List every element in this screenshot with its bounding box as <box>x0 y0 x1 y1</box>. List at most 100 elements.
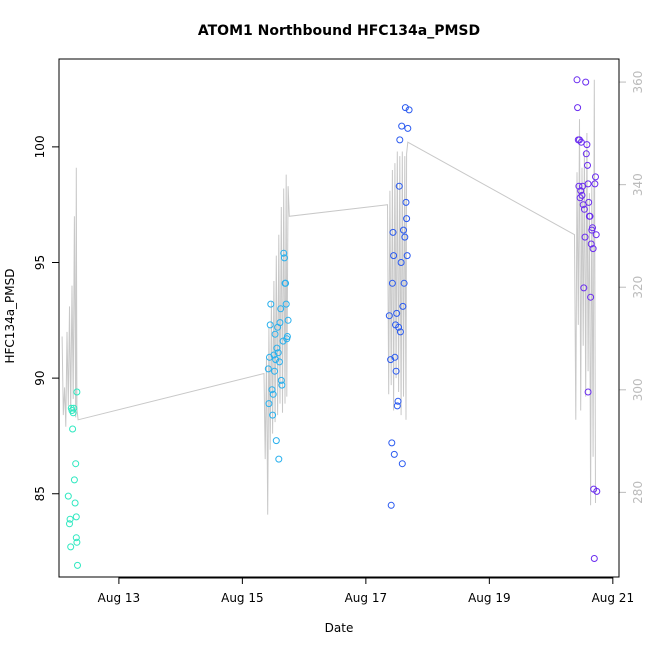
data-point <box>390 450 398 458</box>
plot-frame <box>58 58 620 578</box>
chart-title: ATOM1 Northbound HFC134a_PMSD <box>198 23 480 39</box>
data-point <box>388 439 396 447</box>
x-axis-label: Date <box>325 621 354 635</box>
data-point <box>282 279 290 287</box>
data-point <box>272 437 280 445</box>
data-point <box>403 215 411 223</box>
data-point <box>67 543 75 551</box>
data-point <box>277 376 285 384</box>
data-point <box>269 390 277 398</box>
data-point <box>584 388 592 396</box>
data-point <box>72 460 80 468</box>
data-point <box>400 279 408 287</box>
x-tick-label: Aug 21 <box>592 591 635 605</box>
y2-tick-label: 340 <box>631 173 645 196</box>
data-point <box>280 254 288 262</box>
data-point <box>592 231 600 239</box>
data-point <box>397 259 405 266</box>
data-point <box>400 226 407 234</box>
data-point <box>269 411 277 419</box>
y-axis-label: HFC134a_PMSD <box>3 268 17 363</box>
data-point <box>392 367 400 375</box>
data-point <box>73 388 81 396</box>
series-line <box>61 79 596 515</box>
data-point <box>66 520 73 528</box>
data-point <box>70 476 78 484</box>
data-point <box>282 300 290 308</box>
data-point <box>587 293 595 301</box>
y-tick-label: 90 <box>33 370 47 385</box>
data-point <box>73 538 81 546</box>
data-point <box>279 337 287 345</box>
data-point <box>271 367 278 375</box>
data-point <box>266 321 274 329</box>
data-point <box>275 358 283 366</box>
data-point <box>589 224 596 232</box>
data-point <box>71 499 79 507</box>
data-point <box>577 138 585 146</box>
data-point <box>396 136 404 144</box>
data-point <box>277 305 285 313</box>
data-point <box>70 404 78 412</box>
y-tick-label: 100 <box>33 135 47 158</box>
data-point <box>72 534 80 542</box>
data-point <box>404 124 412 132</box>
data-point <box>401 233 409 241</box>
data-point <box>578 191 586 199</box>
data-point <box>576 136 583 144</box>
data-point <box>401 104 409 112</box>
x-tick-label: Aug 19 <box>468 591 511 605</box>
data-point <box>584 161 591 169</box>
data-point <box>574 104 582 112</box>
data-point <box>405 106 413 114</box>
data-point <box>275 455 283 463</box>
data-point <box>268 386 276 394</box>
data-point <box>280 249 288 257</box>
data-point <box>590 555 598 562</box>
data-point <box>264 365 272 373</box>
data-point <box>284 316 292 324</box>
data-point <box>274 349 282 357</box>
x-tick-label: Aug 15 <box>221 591 264 605</box>
data-point <box>388 279 396 287</box>
y2-tick-label: 300 <box>631 378 645 401</box>
data-point <box>74 561 81 569</box>
data-point <box>395 182 403 190</box>
x-tick-label: Aug 13 <box>98 591 141 605</box>
data-point <box>69 409 77 417</box>
series-line-path <box>61 79 596 515</box>
data-point <box>391 353 399 361</box>
data-point <box>394 397 402 405</box>
data-point <box>393 309 401 317</box>
data-point <box>398 460 406 468</box>
data-point <box>583 141 591 149</box>
data-point <box>584 180 592 188</box>
data-point <box>402 198 410 206</box>
data-point <box>593 487 601 495</box>
data-point <box>64 492 72 500</box>
data-point <box>591 180 599 188</box>
data-point <box>573 76 581 84</box>
x-tick-label: Aug 17 <box>345 591 388 605</box>
data-point <box>393 402 401 410</box>
data-point <box>385 312 393 320</box>
data-point <box>399 302 407 310</box>
data-point <box>278 381 286 389</box>
data-point <box>390 252 398 260</box>
data-point <box>273 344 281 352</box>
data-point <box>72 513 80 521</box>
data-point <box>66 515 74 523</box>
data-points <box>64 76 601 569</box>
y-tick-label: 95 <box>33 255 47 270</box>
data-point <box>582 150 590 158</box>
data-point <box>276 319 284 327</box>
data-point <box>581 233 589 241</box>
y2-tick-label: 360 <box>631 71 645 94</box>
data-point <box>403 252 411 260</box>
data-point <box>395 323 403 331</box>
data-point <box>580 284 588 292</box>
data-point <box>587 240 595 248</box>
data-point <box>389 228 397 236</box>
